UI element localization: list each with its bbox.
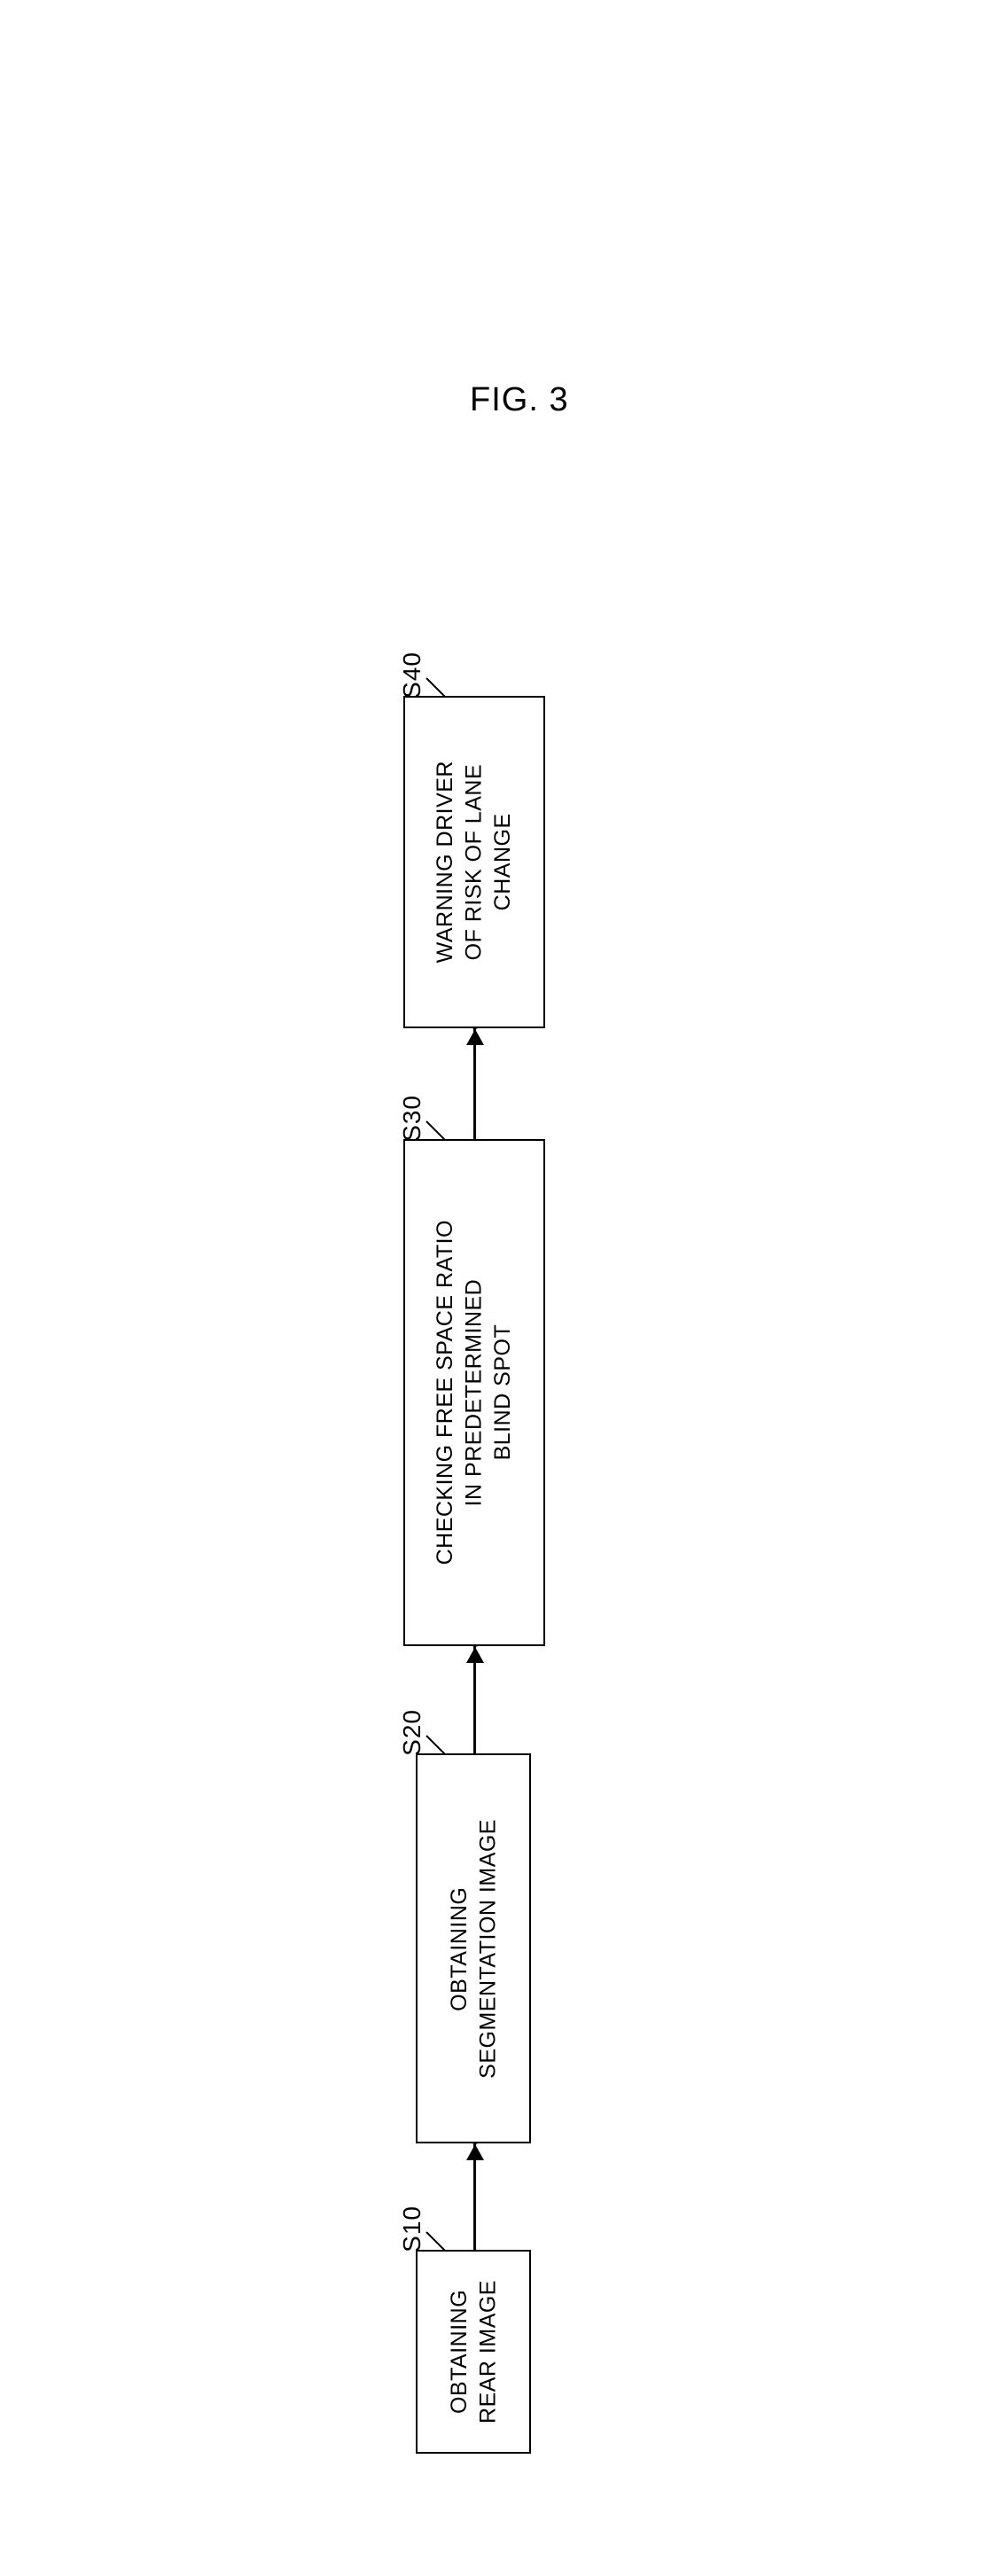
figure-title: FIG. 3 [470, 381, 569, 419]
box-label-s20: S20 [398, 1709, 426, 1756]
leader-line [425, 1120, 446, 1141]
box-label-s10: S10 [398, 2205, 426, 2252]
leader-line [425, 1735, 446, 1755]
arrow-head [466, 1026, 484, 1045]
box-label-s40: S40 [398, 652, 426, 699]
leader-line [425, 2231, 446, 2252]
flowchart-box-s30: CHECKING FREE SPACE RATIO IN PREDETERMIN… [403, 1139, 545, 1646]
flowchart-box-s20: OBTAINING SEGMENTATION IMAGE [416, 1753, 531, 2143]
box-text: CHECKING FREE SPACE RATIO IN PREDETERMIN… [431, 1220, 518, 1565]
arrow-head [466, 1644, 484, 1663]
box-text: OBTAINING SEGMENTATION IMAGE [445, 1819, 503, 2079]
flowchart-box-s10: OBTAINING REAR IMAGE [416, 2250, 531, 2454]
box-text: OBTAINING REAR IMAGE [445, 2280, 503, 2424]
arrow-head [466, 2142, 484, 2160]
flowchart-box-s40: WARNING DRIVER OF RISK OF LANE CHANGE [403, 696, 545, 1028]
leader-line [425, 677, 446, 698]
box-text: WARNING DRIVER OF RISK OF LANE CHANGE [431, 761, 518, 963]
box-label-s30: S30 [398, 1095, 426, 1142]
